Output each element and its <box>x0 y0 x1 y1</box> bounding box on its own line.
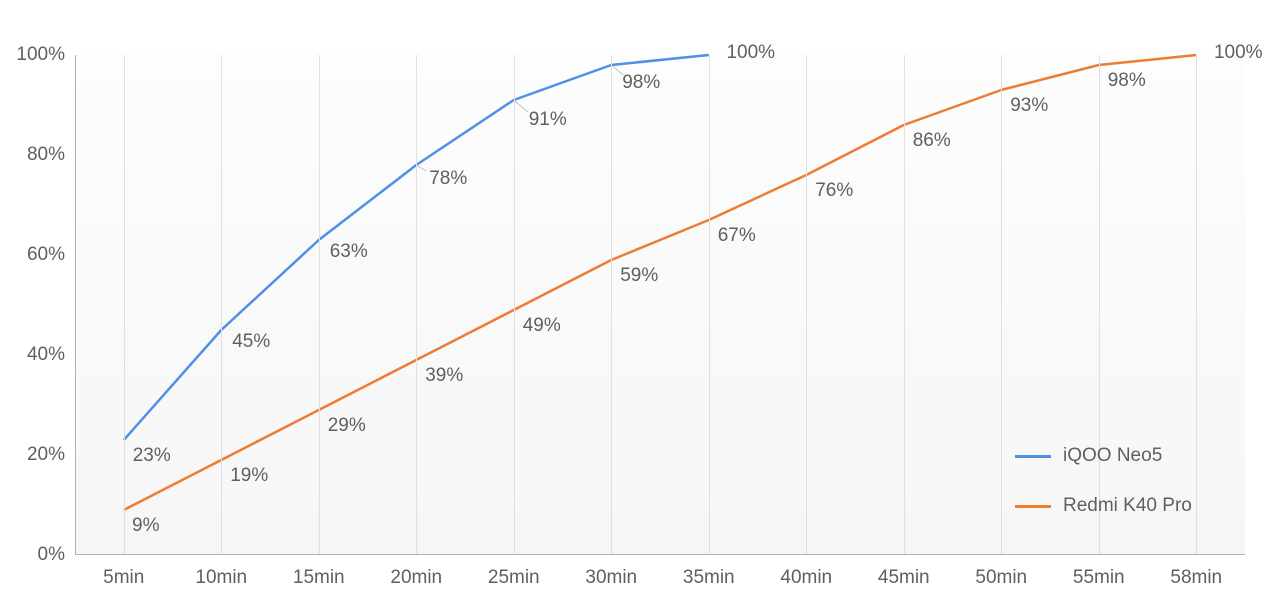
data-point-label: 100% <box>1214 42 1263 64</box>
data-point-label: 91% <box>529 109 567 131</box>
gridline-vertical <box>221 55 222 555</box>
gridline-vertical <box>319 55 320 555</box>
y-axis-tick-label: 60% <box>27 244 65 266</box>
legend-swatch <box>1015 505 1051 508</box>
y-axis-tick-label: 100% <box>16 44 65 66</box>
data-point-label: 100% <box>726 42 775 64</box>
x-axis-tick-label: 15min <box>293 567 345 589</box>
y-axis-line <box>75 55 76 555</box>
x-axis-tick-label: 50min <box>975 567 1027 589</box>
legend-label: Redmi K40 Pro <box>1063 495 1192 517</box>
gridline-vertical <box>514 55 515 555</box>
x-axis-tick-label: 10min <box>195 567 247 589</box>
data-point-label: 93% <box>1010 95 1048 117</box>
data-point-label: 59% <box>620 265 658 287</box>
y-axis-tick-label: 40% <box>27 344 65 366</box>
x-axis-tick-label: 58min <box>1170 567 1222 589</box>
data-point-label: 29% <box>328 415 366 437</box>
y-axis-tick-label: 80% <box>27 144 65 166</box>
x-axis-tick-label: 25min <box>488 567 540 589</box>
data-label-leader <box>416 165 426 171</box>
gridline-vertical <box>124 55 125 555</box>
gridline-vertical <box>904 55 905 555</box>
x-axis-tick-label: 20min <box>390 567 442 589</box>
series-line-1 <box>124 55 1197 510</box>
x-axis-tick-label: 40min <box>780 567 832 589</box>
legend-swatch <box>1015 455 1051 458</box>
data-point-label: 39% <box>425 365 463 387</box>
x-axis-tick-label: 30min <box>585 567 637 589</box>
data-point-label: 63% <box>330 241 368 263</box>
x-axis-line <box>75 554 1245 555</box>
data-point-label: 49% <box>523 315 561 337</box>
legend-label: iQOO Neo5 <box>1063 445 1162 467</box>
data-point-label: 9% <box>132 515 159 537</box>
legend-item: iQOO Neo5 <box>1015 445 1192 467</box>
gridline-vertical <box>1196 55 1197 555</box>
data-point-label: 86% <box>913 130 951 152</box>
y-axis-tick-label: 20% <box>27 444 65 466</box>
data-point-label: 67% <box>718 225 756 247</box>
gridline-vertical <box>1001 55 1002 555</box>
data-point-label: 19% <box>230 465 268 487</box>
gridline-vertical <box>806 55 807 555</box>
data-point-label: 76% <box>815 180 853 202</box>
legend-item: Redmi K40 Pro <box>1015 495 1192 517</box>
x-axis-tick-label: 35min <box>683 567 735 589</box>
gridline-vertical <box>416 55 417 555</box>
x-axis-tick-label: 55min <box>1073 567 1125 589</box>
y-axis-tick-label: 0% <box>38 544 65 566</box>
data-point-label: 98% <box>1108 70 1146 92</box>
x-axis-tick-label: 5min <box>103 567 144 589</box>
data-point-label: 98% <box>622 72 660 94</box>
data-point-label: 78% <box>429 168 467 190</box>
data-point-label: 23% <box>133 445 171 467</box>
gridline-vertical <box>611 55 612 555</box>
chart-legend: iQOO Neo5 Redmi K40 Pro <box>1015 445 1192 517</box>
gridline-vertical <box>709 55 710 555</box>
x-axis-tick-label: 45min <box>878 567 930 589</box>
data-point-label: 45% <box>232 331 270 353</box>
chart-container: 0% 20% 40% 60% 80% 100% 5min 10min 15min 20min 25m… <box>0 0 1271 611</box>
data-label-leader <box>514 100 528 112</box>
